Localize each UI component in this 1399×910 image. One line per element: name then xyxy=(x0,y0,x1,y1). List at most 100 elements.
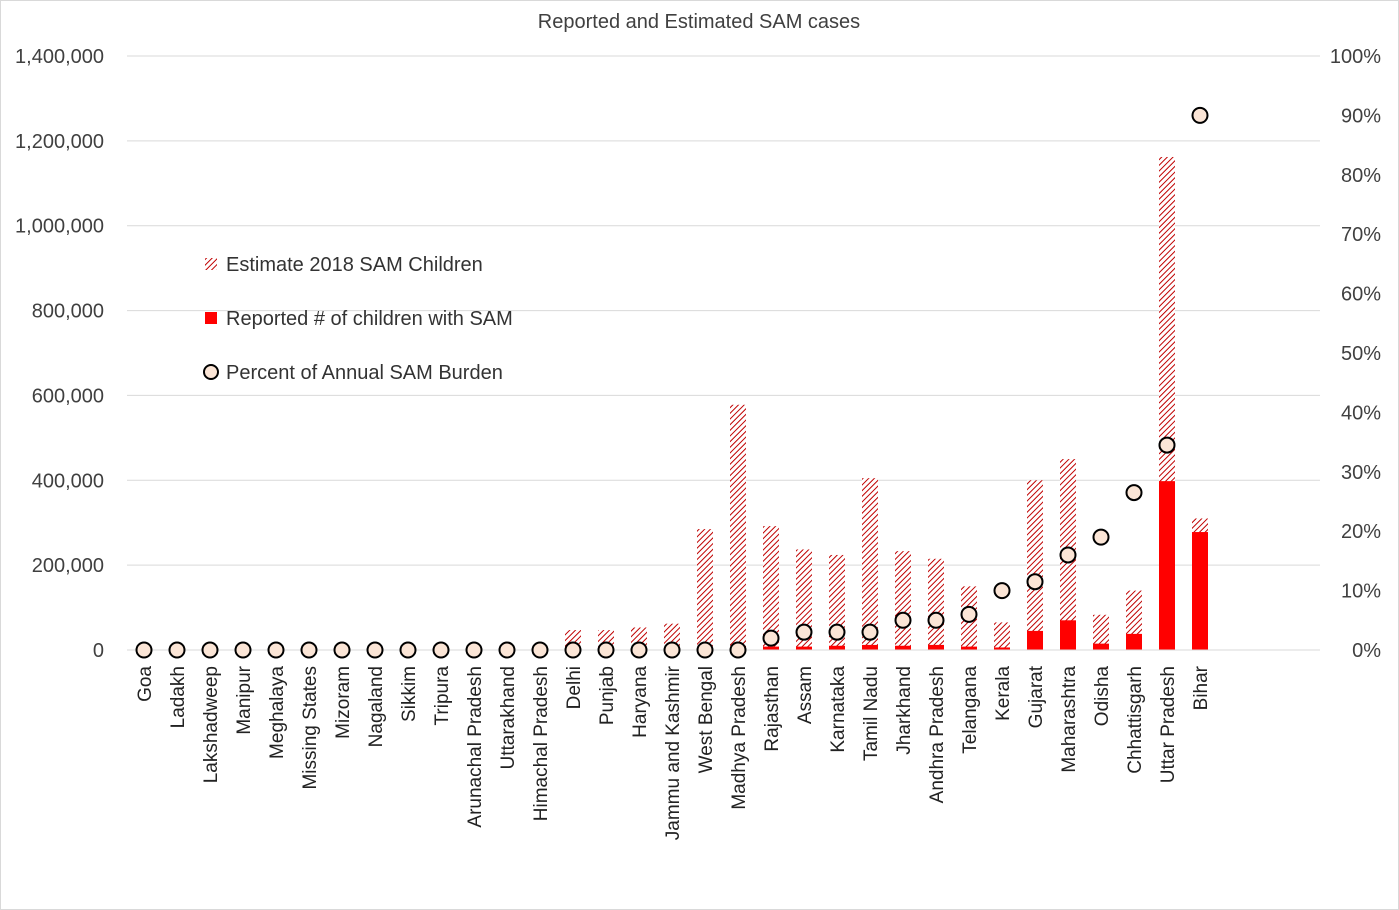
percent-marker xyxy=(498,641,516,659)
right-tick-label: 0% xyxy=(1352,640,1381,662)
category-label: Delhi xyxy=(564,666,585,709)
bar-estimate xyxy=(1093,614,1109,650)
category-label: Ladakh xyxy=(168,666,189,728)
category-label: Goa xyxy=(135,666,156,702)
right-axis-ticks: 0% 10% 20% 30% 40% 50% 60% 70% 80% 90% 100% xyxy=(1330,46,1381,662)
percent-marker xyxy=(201,641,219,659)
percent-markers xyxy=(135,106,1209,659)
percent-marker xyxy=(135,641,153,659)
bar-reported xyxy=(763,646,779,650)
legend-label-estimate: Estimate 2018 SAM Children xyxy=(226,254,483,276)
bars xyxy=(565,156,1208,651)
bar-estimate xyxy=(1027,480,1043,650)
category-label: Chhattisgarh xyxy=(1125,666,1146,774)
category-label: Assam xyxy=(795,666,816,724)
grid-lines xyxy=(127,55,1320,566)
category-label: Himachal Pradesh xyxy=(531,666,552,821)
bar-estimate xyxy=(763,526,779,650)
percent-marker xyxy=(168,641,186,659)
category-label: Haryana xyxy=(630,666,651,738)
right-tick-label: 60% xyxy=(1341,284,1381,306)
category-label: Jharkhand xyxy=(894,666,915,755)
left-tick-label: 400,000 xyxy=(32,470,104,492)
category-label: Tamil Nadu xyxy=(861,666,882,761)
bar-reported xyxy=(1159,481,1175,650)
bar-reported xyxy=(796,646,812,650)
category-label: Gujarat xyxy=(1026,665,1047,728)
category-label: Uttar Pradesh xyxy=(1158,666,1179,783)
legend-swatch-percent xyxy=(203,364,219,380)
category-label: Manipur xyxy=(234,665,255,734)
percent-marker xyxy=(564,641,582,659)
right-tick-label: 10% xyxy=(1341,581,1381,603)
category-label: Jammu and Kashmir xyxy=(663,665,684,840)
right-tick-label: 70% xyxy=(1341,224,1381,246)
percent-marker xyxy=(333,641,351,659)
percent-marker xyxy=(927,611,945,629)
percent-marker xyxy=(630,641,648,659)
left-tick-label: 800,000 xyxy=(32,301,104,323)
bar-reported xyxy=(1027,630,1043,650)
percent-marker xyxy=(696,641,714,659)
left-tick-label: 200,000 xyxy=(32,555,104,577)
category-label: Tripura xyxy=(432,666,453,726)
category-label: Kerala xyxy=(993,666,1014,721)
bar-estimate xyxy=(994,622,1010,650)
percent-marker xyxy=(1158,436,1176,454)
category-label: Meghalaya xyxy=(267,666,288,759)
bar-reported xyxy=(994,647,1010,650)
bar-reported xyxy=(1060,620,1076,650)
category-label: Bihar xyxy=(1191,665,1212,710)
left-axis-ticks: 0 200,000 400,000 600,000 800,000 1,000,000 1,… xyxy=(15,46,104,662)
percent-marker xyxy=(432,641,450,659)
percent-marker xyxy=(366,641,384,659)
right-tick-label: 80% xyxy=(1341,165,1381,187)
percent-marker xyxy=(993,582,1011,600)
percent-marker xyxy=(960,605,978,623)
category-label: Karnataka xyxy=(828,666,849,753)
bar-estimate xyxy=(730,404,746,650)
right-tick-label: 100% xyxy=(1330,46,1381,68)
legend-swatch-reported xyxy=(205,312,217,324)
percent-marker xyxy=(597,641,615,659)
category-label: Arunachal Pradesh xyxy=(465,666,486,828)
right-tick-label: 50% xyxy=(1341,343,1381,365)
bar-estimate xyxy=(697,529,713,650)
bar-reported xyxy=(1192,532,1208,650)
right-tick-label: 20% xyxy=(1341,521,1381,543)
legend-swatch-estimate xyxy=(205,258,217,270)
bar-estimate xyxy=(928,558,944,650)
category-label: Punjab xyxy=(597,666,618,725)
bar-reported xyxy=(862,644,878,650)
percent-marker xyxy=(465,641,483,659)
percent-marker xyxy=(1026,573,1044,591)
percent-marker xyxy=(828,623,846,641)
percent-marker xyxy=(861,623,879,641)
percent-marker xyxy=(762,629,780,647)
percent-marker xyxy=(1191,106,1209,124)
left-tick-label: 1,000,000 xyxy=(15,216,104,238)
left-tick-label: 1,400,000 xyxy=(15,46,104,68)
percent-marker xyxy=(234,641,252,659)
legend-label-reported: Reported # of children with SAM xyxy=(226,308,513,330)
category-label: Rajasthan xyxy=(762,666,783,752)
bar-reported xyxy=(961,646,977,650)
category-label: Madhya Pradesh xyxy=(729,666,750,810)
left-tick-label: 1,200,000 xyxy=(15,131,104,153)
chart-title: Reported and Estimated SAM cases xyxy=(538,11,860,33)
percent-marker xyxy=(1125,484,1143,502)
legend: Estimate 2018 SAM Children Reported # of… xyxy=(203,254,513,384)
bar-reported xyxy=(829,645,845,650)
percent-marker xyxy=(663,641,681,659)
category-label: Uttarakhand xyxy=(498,666,519,770)
left-tick-label: 600,000 xyxy=(32,385,104,407)
percent-marker xyxy=(531,641,549,659)
percent-marker xyxy=(795,623,813,641)
category-label: Telangana xyxy=(960,666,981,754)
percent-marker xyxy=(1059,546,1077,564)
percent-marker xyxy=(399,641,417,659)
category-labels: Goa Ladakh Lakshadweep Manipur Meghalaya Miss… xyxy=(135,665,1212,840)
bar-reported xyxy=(895,645,911,650)
